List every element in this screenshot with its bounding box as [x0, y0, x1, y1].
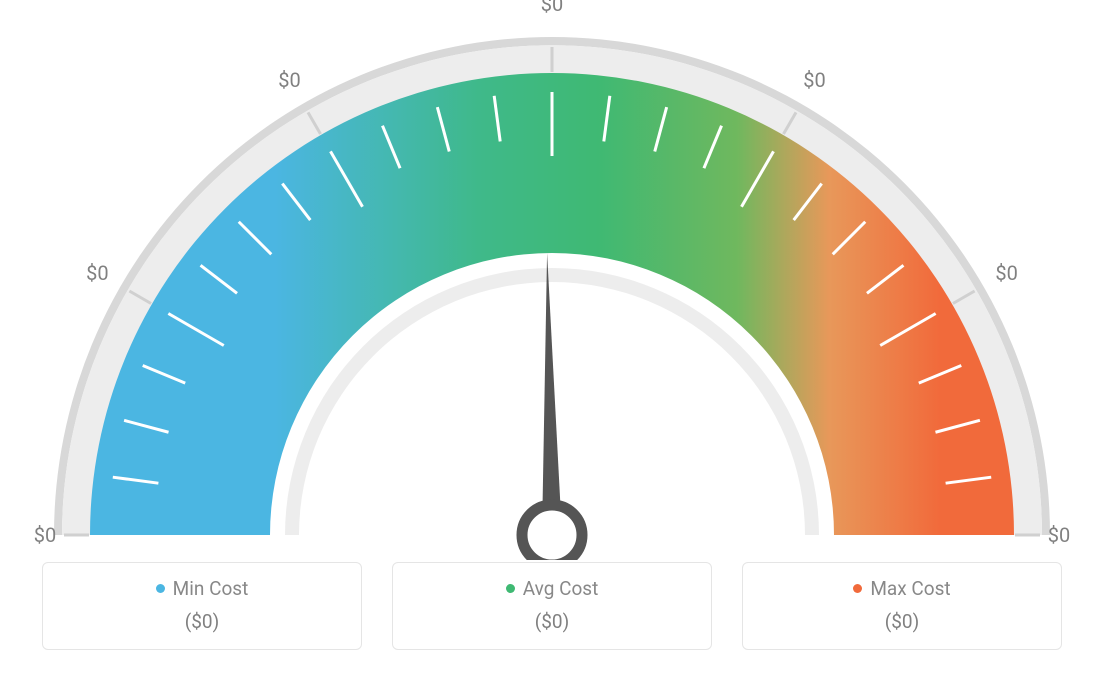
gauge-scale-label: $0 [541, 0, 563, 16]
gauge-scale-label: $0 [1048, 523, 1070, 547]
legend-label-min: Min Cost [173, 577, 249, 600]
legend-card-max: Max Cost ($0) [742, 562, 1062, 650]
gauge-hub [522, 505, 582, 560]
gauge-scale-label: $0 [995, 261, 1017, 285]
legend-dot-min [156, 584, 165, 593]
legend-label-max: Max Cost [870, 577, 950, 600]
gauge-scale-label: $0 [278, 68, 300, 92]
gauge-scale-label: $0 [86, 261, 108, 285]
legend-value-max: ($0) [767, 610, 1037, 633]
legend-dot-avg [506, 584, 515, 593]
gauge-scale-label: $0 [803, 68, 825, 92]
gauge-chart: $0 $0 $0 $0 $0 $0 $0 [0, 0, 1104, 560]
legend-dot-max [853, 584, 862, 593]
legend-value-min: ($0) [67, 610, 337, 633]
legend-row: Min Cost ($0) Avg Cost ($0) Max Cost ($0… [0, 562, 1104, 650]
legend-card-min: Min Cost ($0) [42, 562, 362, 650]
gauge-scale-label: $0 [34, 523, 56, 547]
legend-card-avg: Avg Cost ($0) [392, 562, 712, 650]
gauge-needle [542, 253, 562, 535]
legend-label-avg: Avg Cost [523, 577, 599, 600]
gauge-svg [0, 0, 1104, 560]
legend-value-avg: ($0) [417, 610, 687, 633]
